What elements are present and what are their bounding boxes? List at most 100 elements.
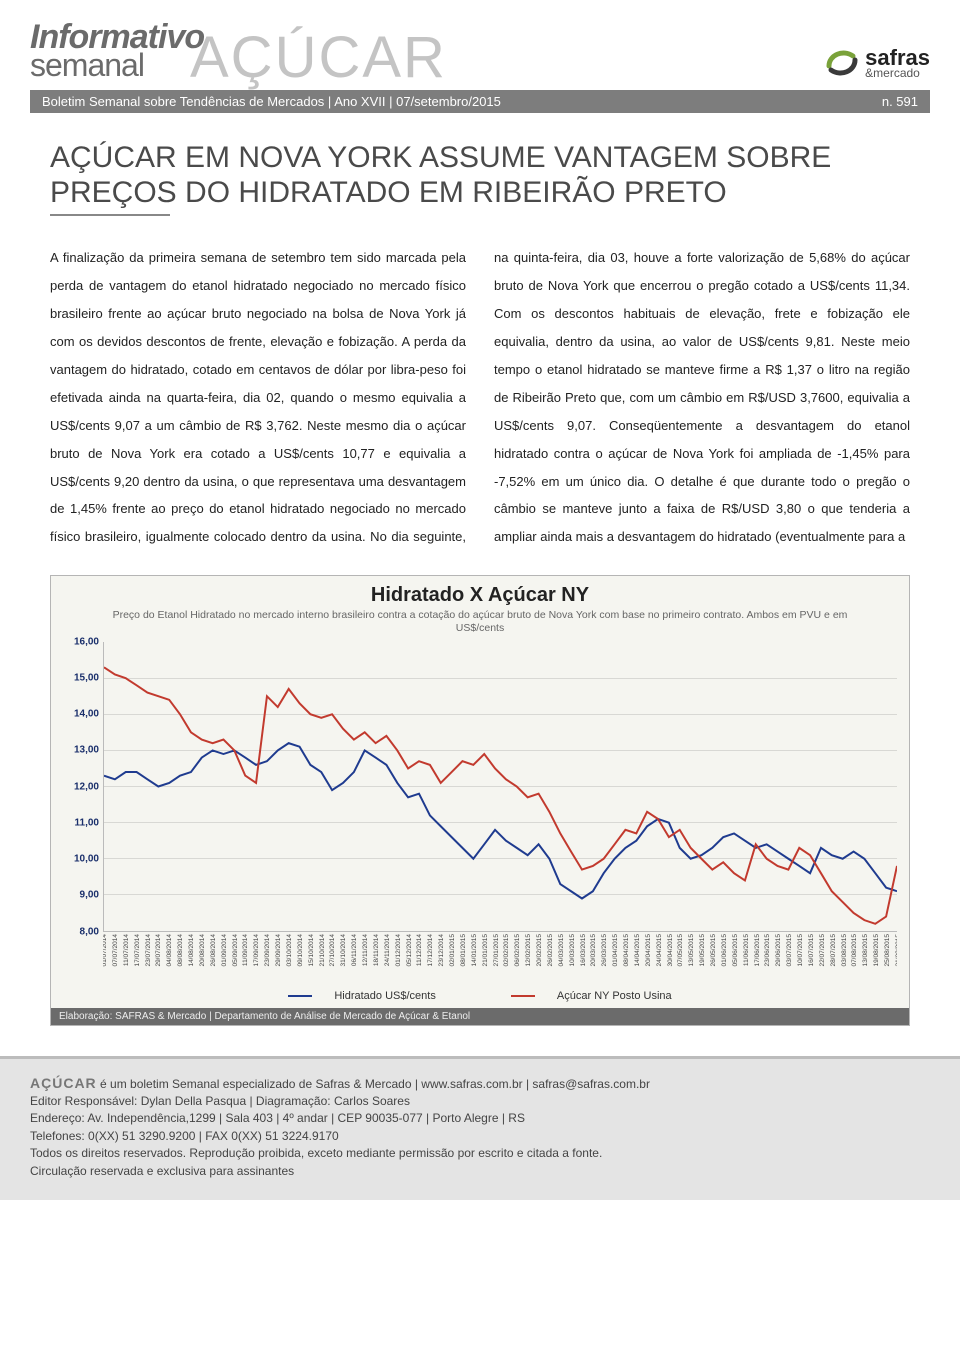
x-tick-label: 23/12/2014 <box>438 934 445 967</box>
x-tick-label: 10/03/2015 <box>569 934 576 967</box>
x-tick-label: 29/07/2014 <box>155 934 162 967</box>
x-tick-label: 09/10/2014 <box>297 934 304 967</box>
article: AÇÚCAR EM NOVA YORK ASSUME VANTAGEM SOBR… <box>0 113 960 561</box>
x-tick-label: 17/09/2014 <box>253 934 260 967</box>
article-body: A finalização da primeira semana de sete… <box>50 244 910 551</box>
x-tick-label: 17/06/2015 <box>754 934 761 967</box>
chart-footer: Elaboração: SAFRAS & Mercado | Departame… <box>51 1008 909 1025</box>
y-tick-label: 9,00 <box>80 890 99 901</box>
x-tick-label: 07/05/2015 <box>677 934 684 967</box>
x-tick-label: 25/08/2015 <box>884 934 891 967</box>
x-tick-label: 11/07/2014 <box>123 934 130 966</box>
chart-legend: Hidratado US$/cents Açúcar NY Posto Usin… <box>63 986 897 1008</box>
logo-swirl-icon <box>825 46 859 80</box>
x-tick-label: 01/09/2014 <box>221 934 228 967</box>
x-tick-label: 04/08/2014 <box>166 934 173 967</box>
y-axis: 8,009,0010,0011,0012,0013,0014,0015,0016… <box>63 642 103 932</box>
x-tick-label: 17/07/2014 <box>134 934 141 967</box>
headline: AÇÚCAR EM NOVA YORK ASSUME VANTAGEM SOBR… <box>50 141 910 210</box>
x-tick-label: 26/02/2015 <box>547 934 554 967</box>
x-tick-label: 26/05/2015 <box>710 934 717 967</box>
footer-line1: AÇÚCAR é um boletim Semanal especializad… <box>30 1073 930 1093</box>
subhead-left: Boletim Semanal sobre Tendências de Merc… <box>42 94 501 109</box>
x-tick-label: 18/11/2014 <box>373 934 380 966</box>
x-tick-label: 02/02/2015 <box>503 934 510 967</box>
x-tick-label: 03/08/2015 <box>841 934 848 967</box>
x-tick-label: 13/08/2015 <box>862 934 869 967</box>
x-tick-label: 26/08/2014 <box>210 934 217 967</box>
x-tick-label: 29/06/2015 <box>775 934 782 967</box>
legend-item-1: Hidratado US$/cents <box>270 990 454 1002</box>
y-tick-label: 10,00 <box>74 854 99 865</box>
x-tick-label: 05/09/2014 <box>232 934 239 967</box>
x-tick-label: 01/06/2015 <box>721 934 728 967</box>
x-axis: 01/07/201407/07/201411/07/201417/07/2014… <box>103 932 897 986</box>
legend-item-2: Açúcar NY Posto Usina <box>493 990 690 1002</box>
x-tick-label: 02/01/2015 <box>449 934 456 967</box>
x-tick-label: 31/08/2015 <box>895 934 897 967</box>
x-tick-label: 11/12/2014 <box>416 934 423 966</box>
x-tick-label: 03/07/2015 <box>786 934 793 967</box>
x-tick-label: 01/12/2014 <box>395 934 402 967</box>
x-tick-label: 16/03/2015 <box>580 934 587 967</box>
x-tick-label: 29/09/2014 <box>275 934 282 967</box>
x-tick-label: 07/07/2014 <box>112 934 119 967</box>
x-tick-label: 24/11/2014 <box>384 934 391 966</box>
x-tick-label: 20/03/2015 <box>590 934 597 967</box>
x-tick-label: 08/01/2015 <box>460 934 467 967</box>
x-tick-label: 01/04/2015 <box>612 934 619 967</box>
x-tick-label: 19/08/2015 <box>873 934 880 967</box>
headline-rule <box>50 214 170 216</box>
x-tick-label: 05/06/2015 <box>732 934 739 967</box>
x-tick-label: 06/11/2014 <box>351 934 358 966</box>
x-tick-label: 11/09/2014 <box>242 934 249 966</box>
x-tick-label: 13/05/2015 <box>688 934 695 967</box>
x-tick-label: 11/06/2015 <box>743 934 750 966</box>
subhead-bar: Boletim Semanal sobre Tendências de Merc… <box>30 90 930 113</box>
x-tick-label: 20/02/2015 <box>536 934 543 967</box>
x-tick-label: 14/08/2014 <box>188 934 195 967</box>
chart-plot-area: 8,009,0010,0011,0012,0013,0014,0015,0016… <box>63 642 897 932</box>
x-tick-label: 19/05/2015 <box>699 934 706 967</box>
x-tick-label: 12/02/2015 <box>525 934 532 967</box>
y-tick-label: 8,00 <box>80 926 99 937</box>
x-tick-label: 21/01/2015 <box>482 934 489 967</box>
y-tick-label: 16,00 <box>74 636 99 647</box>
header: Informativo semanal AÇÚCAR safras &merca… <box>0 0 960 113</box>
x-tick-label: 06/02/2015 <box>514 934 521 967</box>
y-tick-label: 13,00 <box>74 745 99 756</box>
plot <box>103 642 897 932</box>
title-block: Informativo semanal AÇÚCAR <box>30 18 204 84</box>
x-tick-label: 15/10/2014 <box>308 934 315 967</box>
y-tick-label: 14,00 <box>74 709 99 720</box>
x-tick-label: 21/10/2014 <box>319 934 326 967</box>
x-tick-label: 27/10/2014 <box>329 934 336 967</box>
footer-line2: Editor Responsável: Dylan Della Pasqua |… <box>30 1093 930 1110</box>
footer-line6: Circulação reservada e exclusiva para as… <box>30 1163 930 1180</box>
x-tick-label: 14/01/2015 <box>471 934 478 967</box>
x-tick-label: 20/04/2015 <box>645 934 652 967</box>
x-tick-label: 28/07/2015 <box>830 934 837 967</box>
page-footer: AÇÚCAR é um boletim Semanal especializad… <box>0 1056 960 1200</box>
chart-container: Hidratado X Açúcar NY Preço do Etanol Hi… <box>50 575 910 1025</box>
footer-line3: Endereço: Av. Independência,1299 | Sala … <box>30 1110 930 1127</box>
x-tick-label: 23/09/2014 <box>264 934 271 967</box>
x-tick-label: 10/07/2015 <box>797 934 804 967</box>
chart-subtitle: Preço do Etanol Hidratado no mercado int… <box>103 609 857 635</box>
title-big: AÇÚCAR <box>190 24 447 91</box>
x-tick-label: 03/10/2014 <box>286 934 293 967</box>
x-tick-label: 16/07/2015 <box>808 934 815 967</box>
x-tick-label: 12/11/2014 <box>362 934 369 966</box>
x-tick-label: 26/03/2015 <box>601 934 608 967</box>
y-tick-label: 11,00 <box>75 817 99 828</box>
x-tick-label: 17/12/2014 <box>427 934 434 967</box>
x-tick-label: 07/08/2015 <box>851 934 858 967</box>
x-tick-label: 20/08/2014 <box>199 934 206 967</box>
brand-logo: safras &mercado <box>825 46 930 84</box>
x-tick-label: 08/04/2015 <box>623 934 630 967</box>
y-tick-label: 15,00 <box>74 672 99 683</box>
series-line <box>104 743 897 898</box>
x-tick-label: 23/06/2015 <box>764 934 771 967</box>
chart-title: Hidratado X Açúcar NY <box>63 584 897 607</box>
subhead-right: n. 591 <box>882 94 918 109</box>
